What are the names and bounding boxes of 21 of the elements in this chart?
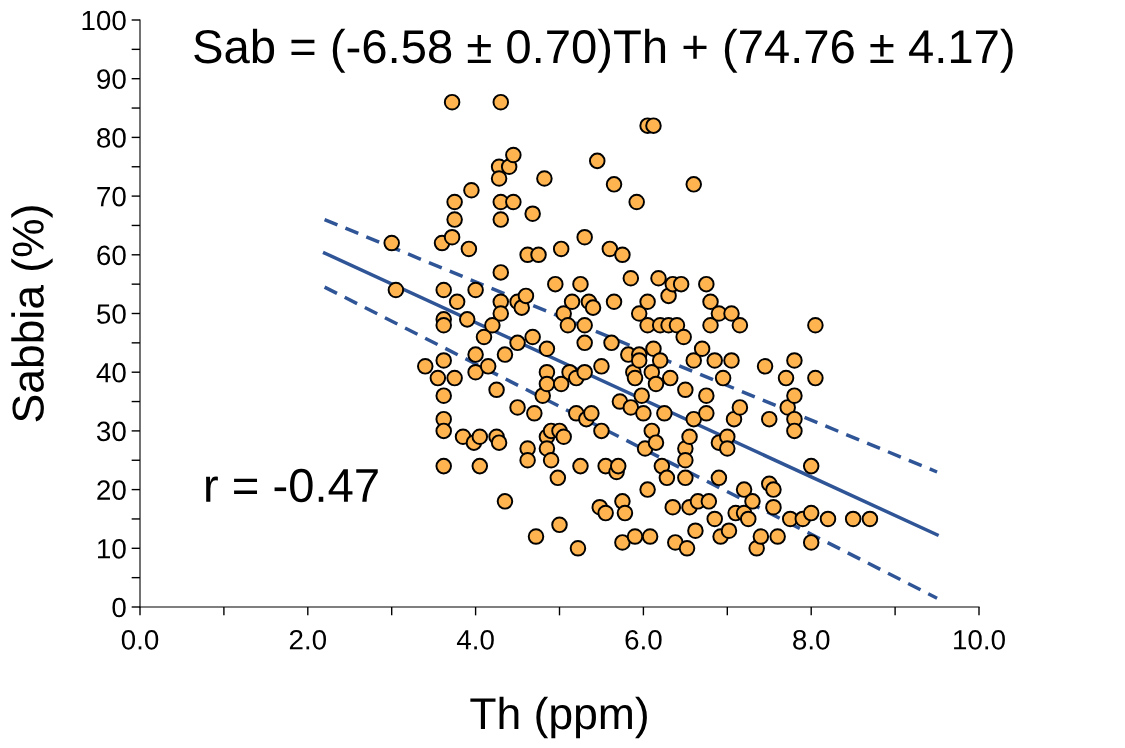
x-tick-label: 6.0	[625, 629, 662, 650]
y-tick-label: 60	[97, 245, 126, 266]
y-tick-label: 100	[82, 10, 126, 31]
annotation: Sab = (-6.58 ± 0.70)Th + (74.76 ± 4.17)	[194, 28, 1013, 73]
y-axis-title: Sabbia (%)	[11, 206, 53, 422]
x-tick-label: 10.0	[954, 629, 1005, 650]
y-tick-label: 20	[97, 480, 126, 500]
x-tick-label: 0.0	[121, 629, 159, 650]
x-tick-label: 2.0	[289, 629, 327, 650]
x-axis-title: Th (ppm)	[470, 696, 647, 739]
x-tick-label: 4.0	[456, 629, 494, 650]
y-tick-label: 40	[96, 362, 126, 383]
x-tick-label: 8.0	[793, 629, 830, 650]
y-tick-label: 80	[97, 128, 126, 148]
y-tick-label: 30	[96, 421, 126, 442]
y-tick-label: 70	[97, 186, 126, 207]
y-tick-label: 90	[97, 69, 126, 90]
y-tick-label: 10	[98, 538, 126, 559]
y-tick-label: 0	[112, 597, 126, 618]
annotation: r = -0.47	[206, 468, 378, 503]
y-tick-label: 50	[97, 304, 126, 324]
